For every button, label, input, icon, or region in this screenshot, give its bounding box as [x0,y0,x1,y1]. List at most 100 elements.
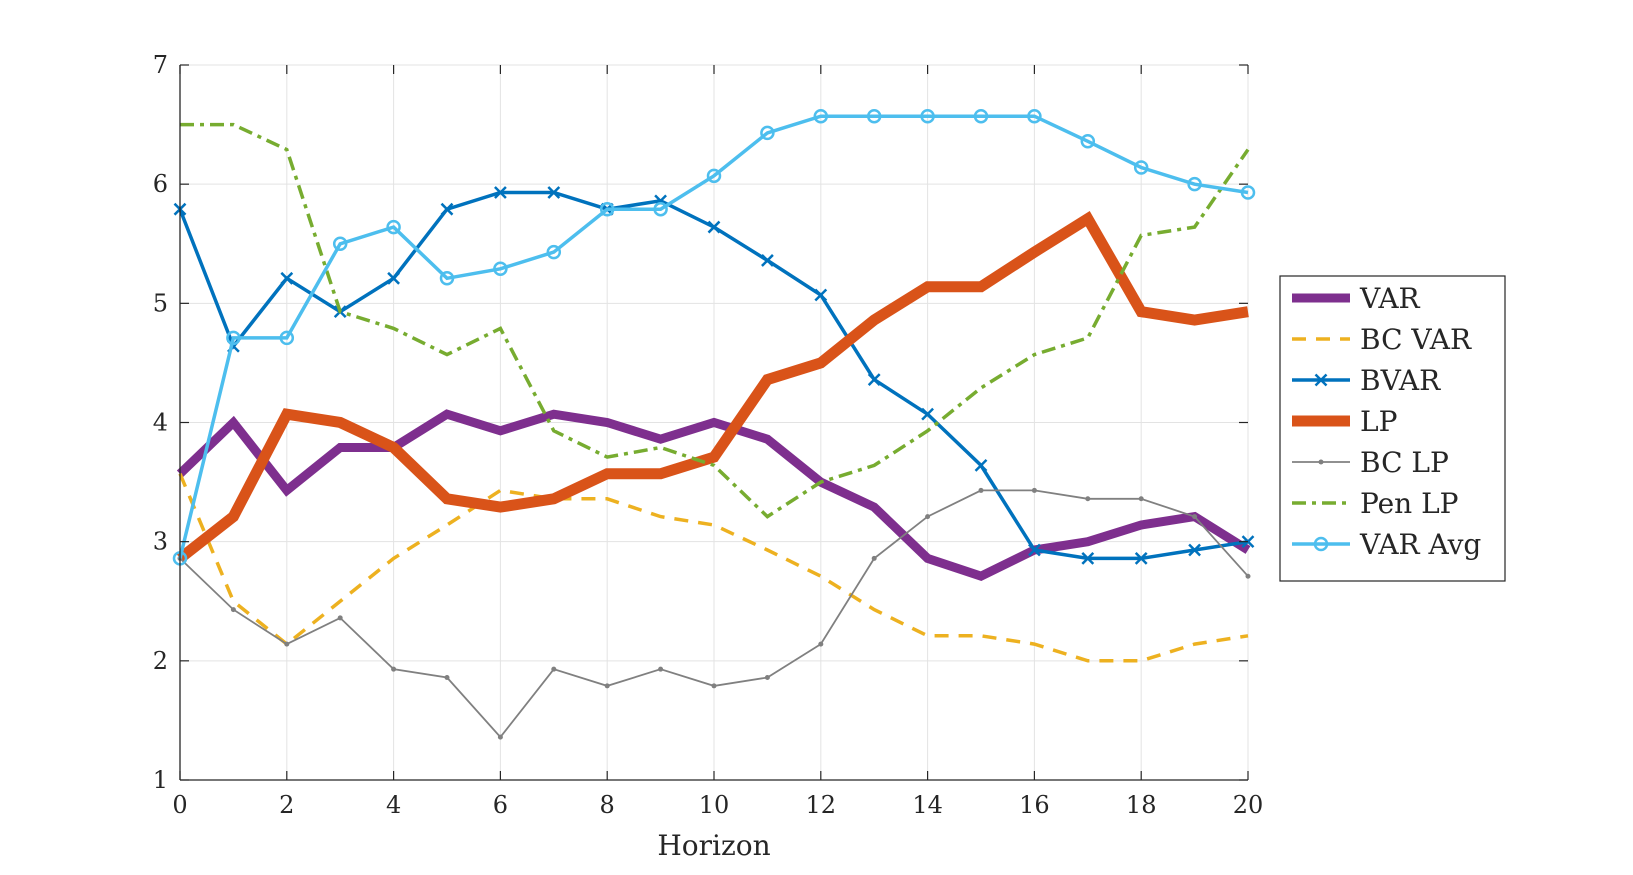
legend-item-bvar: BVAR [1292,364,1441,397]
x-axis-label: Horizon [657,829,770,862]
series-bc-var [178,473,1249,663]
legend-item-lp: LP [1292,405,1397,438]
data-point-var-avg [226,330,241,346]
legend-label: BVAR [1360,364,1441,397]
axes [179,64,1249,781]
plot-series [172,108,1256,740]
data-point-var-avg [599,201,615,217]
x-tick-label: 6 [493,791,508,819]
y-tick-label: 7 [153,51,168,79]
data-point-var-avg [1240,185,1256,200]
x-tick-label: 8 [600,791,615,819]
legend-label: BC LP [1360,446,1449,479]
x-tick-label: 16 [1019,791,1050,819]
data-point-bvar [867,373,881,386]
x-tick-label: 18 [1126,791,1157,819]
data-point-bvar [494,186,507,199]
data-point-bvar [921,407,934,421]
data-point-bvar [1188,543,1201,557]
legend: VAR BC VAR BVAR LP BC LP Pen LP VAR Avg [1279,275,1506,582]
series-line-bc-var [178,473,1249,663]
x-tick-label: 2 [279,791,294,819]
data-point-bc-lp [1031,487,1037,493]
x-tick-label: 12 [806,791,837,819]
series-line-lp [176,211,1249,563]
data-point-bvar [814,288,828,302]
data-point-bc-lp [1085,496,1091,502]
data-point-bvar [1081,551,1095,565]
data-point-var-avg [493,261,508,277]
legend-item-pen-lp: Pen LP [1292,487,1459,520]
legend-marker [1314,373,1328,387]
data-point-var-avg [1187,176,1202,192]
data-point-var-avg [386,219,401,235]
data-point-bc-lp [337,615,343,621]
data-point-bvar [1134,551,1148,565]
data-point-bc-lp [604,683,610,689]
y-tick-label: 5 [153,289,168,317]
data-point-bc-lp [284,641,290,647]
legend-label: Pen LP [1360,487,1459,520]
data-point-var-avg [1027,108,1042,124]
data-point-bc-lp [1192,514,1198,520]
data-point-bc-lp [1245,573,1251,579]
data-point-bvar [440,202,454,216]
legend-marker [1318,459,1324,465]
data-point-var-avg [920,108,935,124]
data-point-bc-lp [871,555,877,561]
y-tick-label: 1 [153,766,168,794]
data-point-bvar [707,220,721,234]
data-point-bc-lp [925,514,931,520]
x-tick-label: 0 [172,791,187,819]
data-point-var-avg [1080,134,1096,149]
data-point-bc-lp [497,734,503,740]
series-lp [176,211,1249,563]
legend-label: BC VAR [1360,323,1472,356]
data-point-bc-lp [658,666,664,672]
data-point-bc-lp [444,675,450,681]
series-line-var [176,409,1251,582]
x-tick-label: 10 [699,791,730,819]
data-point-bc-lp [711,683,717,689]
series-bc-lp [177,487,1251,740]
y-tick-label: 3 [153,528,168,556]
data-point-bvar [387,271,400,285]
data-point-var-avg [332,236,348,251]
data-point-var-avg [760,125,775,141]
series-var-avg [172,108,1256,566]
data-point-bvar [1028,543,1041,557]
data-point-bc-lp [978,487,984,493]
legend-item-bc-lp: BC LP [1292,446,1449,479]
data-point-bc-lp [230,607,236,613]
data-point-bc-lp [818,641,824,647]
data-point-bc-lp [551,666,557,672]
y-tick-label: 2 [153,647,168,675]
x-tick-label: 20 [1233,791,1264,819]
legend-marker [1313,536,1329,552]
data-point-var-avg [546,244,562,260]
data-point-var-avg [973,108,989,124]
data-point-bvar [974,459,988,472]
legend-label: LP [1360,405,1397,438]
data-point-bvar [547,186,561,199]
x-tick-label: 14 [912,791,943,819]
legend-label: VAR Avg [1359,528,1481,561]
data-point-bc-lp [1138,496,1144,502]
data-point-bc-lp [391,666,397,672]
series-pen-lp [180,122,1250,519]
data-point-var-avg [439,271,455,286]
legend-box [1279,275,1506,582]
y-tick-label: 6 [153,170,168,198]
data-point-var-avg [813,108,829,124]
data-point-var-avg [866,108,882,124]
legend-item-bc-var: BC VAR [1292,323,1472,356]
x-tick-label: 4 [386,791,401,819]
data-point-var-avg [279,330,295,346]
data-point-var-avg [653,201,668,217]
series-var [176,409,1251,582]
legend-item-var-avg: VAR Avg [1292,528,1481,561]
series-line-pen-lp [180,122,1250,519]
data-point-bvar [761,254,774,267]
